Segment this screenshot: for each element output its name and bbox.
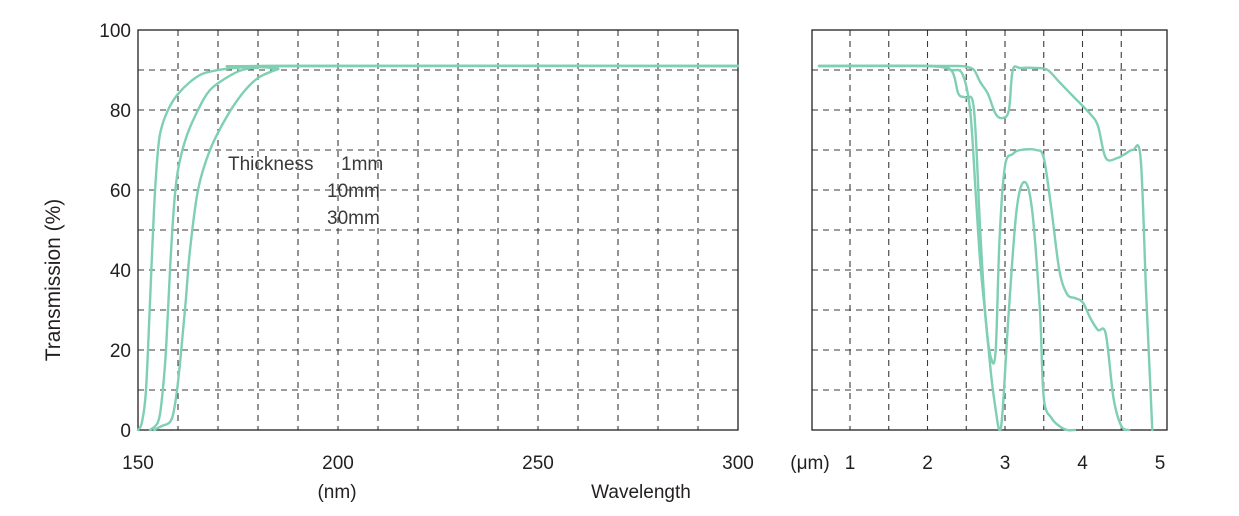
text-layer: Transmission (%) Wavelength (nm) (μm) Th… xyxy=(42,154,830,503)
y-tick-label: 0 xyxy=(120,421,131,442)
y-tick-label: 80 xyxy=(110,101,131,122)
uv-series-line-30mm xyxy=(152,64,740,432)
x-tick-label-nm: 200 xyxy=(322,453,354,474)
uv-x-unit-label: (nm) xyxy=(317,482,356,503)
y-tick-label: 40 xyxy=(110,261,131,282)
x-tick-label-um: 3 xyxy=(1000,453,1011,474)
y-tick-label: 100 xyxy=(99,21,131,42)
ir-series-line-1mm xyxy=(817,64,1154,432)
y-tick-label: 20 xyxy=(110,341,131,362)
x-tick-label-um: 4 xyxy=(1077,453,1088,474)
x-tick-label-nm: 150 xyxy=(122,453,154,474)
frame-layer xyxy=(137,29,1168,431)
y-tick-label: 60 xyxy=(110,181,131,202)
tick-label-layer: 0 20 40 60 80 100 150 200 250 300 1 2 3 4 5 xyxy=(99,21,1165,474)
grid-layer xyxy=(138,30,1167,430)
uv-series-line-1mm xyxy=(136,64,740,432)
ir-panel-frame xyxy=(811,29,1168,431)
x-tick-label-um: 5 xyxy=(1155,453,1166,474)
x-tick-label-nm: 300 xyxy=(722,453,754,474)
ir-series-line-30mm xyxy=(817,64,1076,432)
ir-x-unit-label: (μm) xyxy=(790,453,829,474)
uv-series-line-10mm xyxy=(148,64,740,432)
legend-title: Thickness xyxy=(228,154,314,175)
uv-panel-frame xyxy=(137,29,739,431)
legend-entry-30mm: 30mm xyxy=(327,208,380,229)
x-tick-label-nm: 250 xyxy=(522,453,554,474)
legend-entry-10mm: 10mm xyxy=(327,181,380,202)
legend-entry-1mm: 1mm xyxy=(341,154,383,175)
series-layer xyxy=(136,64,1154,432)
x-tick-label-um: 1 xyxy=(845,453,856,474)
x-axis-label: Wavelength xyxy=(591,482,691,503)
x-tick-label-um: 2 xyxy=(922,453,933,474)
y-axis-label: Transmission (%) xyxy=(42,199,65,362)
